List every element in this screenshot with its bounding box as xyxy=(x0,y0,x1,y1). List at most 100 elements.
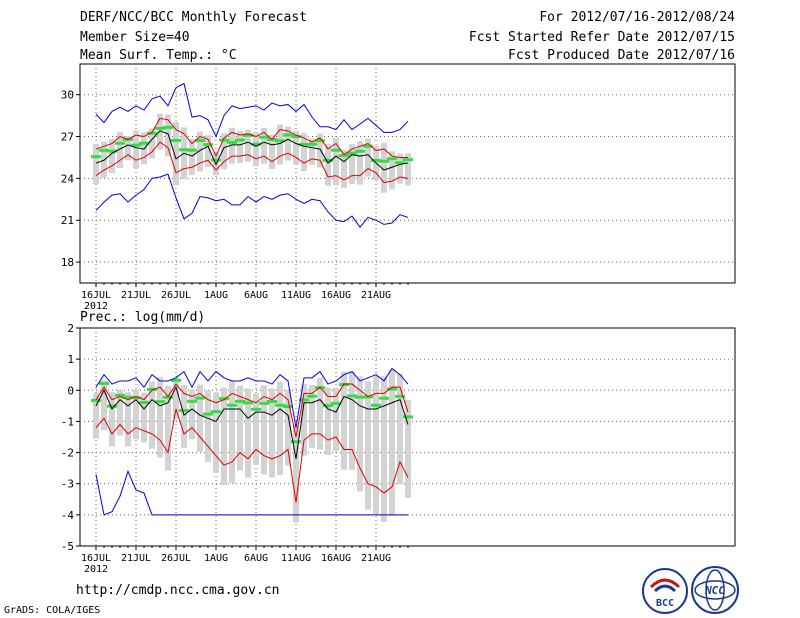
spread-box xyxy=(317,133,323,168)
spread-box xyxy=(181,384,187,448)
spread-box xyxy=(317,377,323,450)
spread-box xyxy=(213,392,219,473)
spread-box xyxy=(325,387,331,455)
x-tick-label: 21JUL xyxy=(121,290,151,301)
spread-box xyxy=(93,393,99,439)
spread-box xyxy=(277,381,283,476)
spread-box xyxy=(285,389,291,466)
spread-box xyxy=(189,389,195,440)
x-tick-label: 1AUG xyxy=(204,553,228,564)
series-line-p25 xyxy=(95,141,409,184)
x-tick-label: 11AUG xyxy=(281,553,311,564)
bcc-logo-text: BCC xyxy=(656,598,674,609)
spread-box xyxy=(349,371,355,470)
variable-label: Mean Surf. Temp.: °C xyxy=(80,48,237,63)
precip-panel-title: Prec.: log(mm/d) xyxy=(80,310,206,325)
spread-box xyxy=(197,384,203,452)
spread-box xyxy=(309,384,315,448)
forecast-started-date: Fcst Started Refer Date 2012/07/15 xyxy=(468,30,735,45)
spread-box xyxy=(269,134,275,169)
spread-box xyxy=(125,392,131,447)
spread-box xyxy=(221,133,227,170)
series-line-p25 xyxy=(95,408,409,503)
y-tick-label: -3 xyxy=(61,478,74,491)
spread-box xyxy=(125,135,131,161)
spread-box xyxy=(189,138,195,175)
spread-box xyxy=(373,377,379,515)
spread-box xyxy=(229,127,235,164)
spread-box xyxy=(301,384,307,456)
spread-box xyxy=(349,144,355,184)
spread-box xyxy=(205,135,211,168)
spread-box xyxy=(157,376,163,458)
x-tick-label: 11AUG xyxy=(281,290,311,301)
spread-box xyxy=(253,393,259,466)
x-tick-label: 21AUG xyxy=(361,553,391,564)
x-tick-label: 21JUL xyxy=(121,553,151,564)
spread-box xyxy=(133,130,139,169)
spread-box xyxy=(333,388,339,452)
spread-box xyxy=(165,114,171,157)
y-tick-label: -1 xyxy=(61,415,74,428)
precipitation-panel: -5 -4 -3 -2 -1 0 1 2 16JUL 21JUL 26JUL 1AUG 6AUG 11AU… xyxy=(61,322,736,575)
spread-box xyxy=(397,373,403,485)
grads-credit: GrADS: COLA/IGES xyxy=(4,605,101,616)
bcc-logo: BCC xyxy=(642,568,688,614)
spread-box xyxy=(269,388,275,478)
y-tick-label: 30 xyxy=(61,89,74,102)
spread-box xyxy=(117,131,123,168)
spread-box xyxy=(149,128,155,159)
spread-box xyxy=(309,138,315,165)
series-line-mean xyxy=(95,385,409,459)
spread-box xyxy=(221,387,227,486)
y-tick-label: -4 xyxy=(61,509,75,522)
spread-box xyxy=(245,388,251,478)
series-line-max xyxy=(95,82,409,138)
spread-box xyxy=(381,143,387,193)
spread-box xyxy=(381,376,387,522)
y-tick-label: 27 xyxy=(61,131,74,144)
spread-box xyxy=(341,149,347,188)
spread-box xyxy=(253,132,259,167)
spread-box xyxy=(229,380,235,483)
footer-url[interactable]: http://cmdp.ncc.cma.gov.cn xyxy=(76,583,280,598)
spread-box xyxy=(293,424,299,523)
spread-box xyxy=(93,144,99,184)
spread-box xyxy=(405,153,411,186)
spread-box xyxy=(197,131,203,172)
forecast-period: For 2012/07/16-2012/08/24 xyxy=(539,10,735,25)
spread-box xyxy=(237,130,243,164)
spread-box xyxy=(285,126,291,161)
spread-box xyxy=(141,392,147,443)
chart-title: DERF/NCC/BCC Monthly Forecast xyxy=(80,10,307,25)
spread-box xyxy=(277,124,283,165)
x-tick-label: 16JUL xyxy=(81,290,111,301)
x-tick-label: 16JUL xyxy=(81,553,111,564)
x-tick-label: 26JUL xyxy=(161,553,191,564)
temperature-panel: 18 21 24 27 30 16JUL 21JUL 26JUL 1AUG 6AUG 11AUG 16… xyxy=(61,63,736,312)
y-tick-label: 24 xyxy=(61,172,75,185)
spread-box xyxy=(405,399,411,498)
x-year-label: 2012 xyxy=(84,564,108,575)
spread-box xyxy=(389,369,395,516)
x-tick-label: 26JUL xyxy=(161,290,191,301)
spread-box xyxy=(341,371,347,470)
spread-box xyxy=(109,392,115,447)
series-line-mean xyxy=(95,130,409,171)
x-tick-label: 16AUG xyxy=(321,290,351,301)
series-line-p75 xyxy=(95,383,409,438)
y-tick-label: 21 xyxy=(61,214,74,227)
forecast-produced-date: Fcst Produced Date 2012/07/16 xyxy=(508,48,735,63)
spread-box xyxy=(365,138,371,177)
spread-box xyxy=(101,380,107,430)
ncc-logo: NCC xyxy=(691,566,739,614)
spread-box xyxy=(389,151,395,190)
y-tick-label: 1 xyxy=(67,353,74,366)
spread-box xyxy=(333,137,339,186)
member-size-label: Member Size=40 xyxy=(80,30,190,45)
x-tick-label: 6AUG xyxy=(244,290,268,301)
spread-box xyxy=(301,133,307,172)
spread-box xyxy=(357,140,363,185)
ncc-logo-text: NCC xyxy=(704,584,725,597)
